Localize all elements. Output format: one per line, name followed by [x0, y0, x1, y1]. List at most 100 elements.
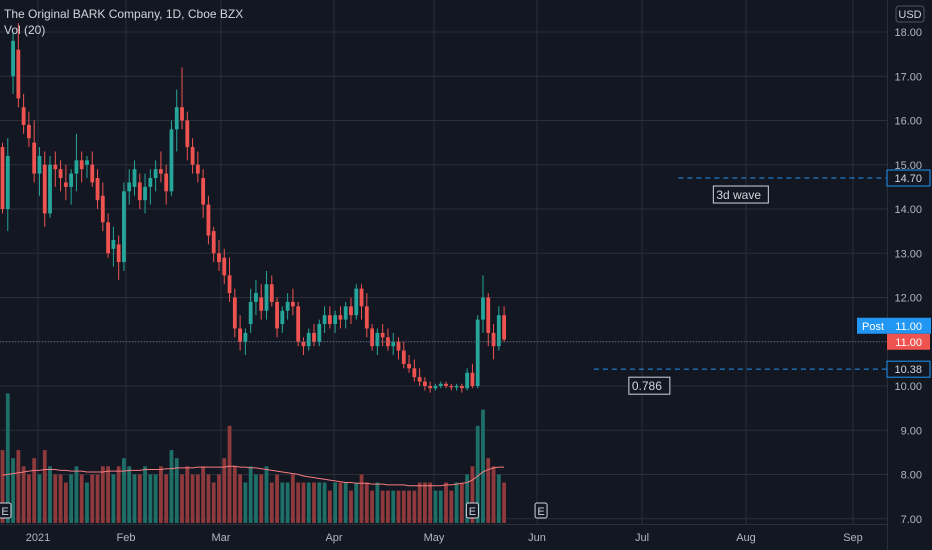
volume-bar [185, 466, 190, 523]
candle-body [412, 368, 417, 378]
chart-legend: The Original BARK Company, 1D, Cboe BZX … [4, 6, 243, 38]
volume-bar [275, 474, 279, 523]
volume-bar [254, 474, 258, 523]
earnings-marker-label: E [537, 506, 544, 518]
candle-body [48, 164, 52, 214]
candle-body [459, 386, 464, 389]
x-tick-label: 2021 [26, 532, 50, 544]
x-tick-label: Sep [843, 532, 863, 544]
volume-bar [338, 482, 343, 523]
last-price-text: 11.00 [895, 337, 922, 349]
volume-bar [211, 482, 216, 523]
candle-body [190, 147, 195, 165]
volume-bar [85, 482, 89, 523]
volume-bar [16, 450, 21, 523]
symbol-title[interactable]: The Original BARK Company, 1D, Cboe BZX [4, 7, 244, 21]
candle-body [370, 328, 374, 347]
volume-bar [296, 482, 301, 523]
volume-bar [222, 458, 227, 523]
candle-body [465, 372, 470, 389]
candle-body [69, 173, 74, 187]
candle-body [433, 386, 438, 389]
candle-body [254, 293, 258, 302]
candle-body [496, 315, 501, 347]
candle-body [106, 222, 110, 254]
candle-body [132, 169, 137, 187]
level-annotation[interactable]: 0.786 [628, 376, 671, 395]
candle-body [53, 164, 58, 170]
candle-body [37, 155, 42, 174]
level-price-badge[interactable]: 10.38 [886, 360, 931, 378]
volume-bar [349, 490, 353, 523]
candle-body [423, 381, 427, 386]
time-axis[interactable]: 2021 Feb Mar Apr May Jun Jul Aug Sep [0, 524, 908, 550]
volume-indicator-label[interactable]: Vol (20) [4, 23, 46, 37]
earnings-marker[interactable]: E [465, 502, 479, 519]
last-price-badge[interactable]: 11.00 [887, 333, 930, 350]
volume-bar [486, 458, 491, 523]
candle-body [174, 107, 179, 130]
volume-bar [195, 474, 200, 523]
volume-bar [269, 482, 274, 523]
candle-body [444, 383, 448, 386]
currency-label: USD [898, 9, 921, 21]
volume-bar [459, 482, 464, 523]
level-annotation[interactable]: 3d wave [712, 185, 769, 204]
earnings-marker[interactable]: E [534, 502, 548, 519]
candle-body [396, 341, 401, 351]
candle-body [317, 324, 322, 342]
volume-bar [143, 466, 147, 523]
candle-body [275, 301, 279, 329]
candle-body [349, 306, 353, 316]
candle-body [343, 306, 348, 320]
volume-bar [21, 466, 26, 523]
volume-bar [180, 474, 184, 523]
volume-bar [423, 482, 427, 523]
volume-bar [470, 466, 475, 523]
volume-bar [153, 474, 158, 523]
volume-bar [127, 466, 132, 523]
volume-bar [132, 474, 137, 523]
candle-body [248, 301, 253, 325]
volume-bar [380, 490, 385, 523]
level-price-badge[interactable]: 14.70 [886, 169, 931, 187]
x-tick-label: Feb [117, 532, 136, 544]
volume-bar [343, 482, 348, 523]
candle-body [164, 173, 169, 192]
x-tick-label: Jun [528, 532, 546, 544]
candle-body [116, 244, 121, 263]
candle-body [338, 315, 343, 320]
candle-body [58, 169, 63, 179]
candle-body [100, 195, 105, 223]
currency-badge[interactable]: USD [895, 5, 925, 23]
earnings-marker[interactable]: E [0, 502, 12, 519]
x-tick-label: Apr [325, 532, 342, 544]
volume-bar [32, 458, 37, 523]
candle-body [0, 147, 5, 209]
horizontal-levels[interactable]: 3d wave 0.786 [593, 177, 887, 395]
volume-bar [481, 409, 485, 523]
candle-body [42, 164, 47, 214]
y-tick-label: 7.00 [901, 514, 922, 526]
candle-body [153, 169, 158, 179]
candle-body [486, 297, 491, 333]
candle-body [407, 363, 411, 369]
earnings-marker-label: E [469, 506, 476, 518]
volume-bar [391, 490, 396, 523]
level-price-text: 14.70 [894, 173, 922, 185]
volume-bar [11, 458, 15, 523]
candle-body [306, 332, 311, 347]
volume-bar [291, 474, 295, 523]
candle-body [401, 350, 406, 364]
volume-bar [0, 450, 5, 523]
volume-bar [433, 490, 438, 523]
price-axis[interactable]: USD 18.00 17.00 16.00 15.00 14.00 13.00 12.00 11… [857, 0, 932, 550]
post-market-badge[interactable]: Post 11.00 [857, 317, 931, 334]
candle-body [491, 332, 496, 347]
candle-body [280, 310, 285, 325]
volume-ma-line [2, 465, 505, 487]
volume-bar [100, 466, 105, 523]
volume-bar [491, 466, 496, 523]
